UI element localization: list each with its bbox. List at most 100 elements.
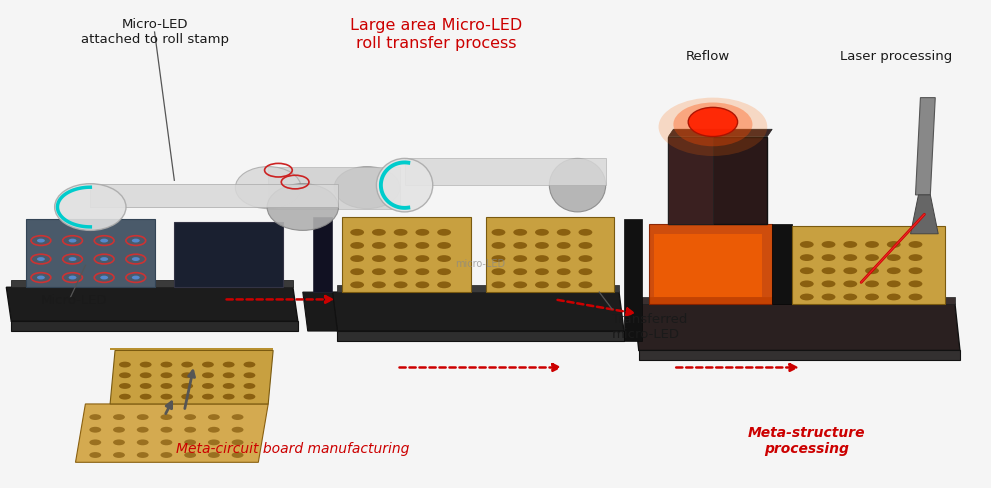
Polygon shape	[916, 99, 936, 196]
Circle shape	[68, 239, 76, 243]
Text: Meta-circuit board manufacturing: Meta-circuit board manufacturing	[176, 441, 409, 455]
Polygon shape	[404, 159, 606, 186]
Text: Transferred
micro-LED: Transferred micro-LED	[612, 312, 688, 340]
Text: Laser processing: Laser processing	[839, 50, 951, 63]
Circle shape	[535, 243, 549, 249]
Polygon shape	[624, 220, 642, 341]
Circle shape	[113, 440, 125, 446]
Polygon shape	[11, 322, 298, 331]
Text: Meta-structure
processing: Meta-structure processing	[748, 425, 865, 455]
Circle shape	[350, 229, 364, 236]
Circle shape	[223, 394, 235, 400]
Circle shape	[113, 414, 125, 420]
Circle shape	[184, 440, 196, 446]
Circle shape	[37, 239, 45, 243]
Circle shape	[223, 372, 235, 378]
Circle shape	[184, 452, 196, 458]
Circle shape	[800, 268, 814, 275]
Circle shape	[223, 383, 235, 389]
Circle shape	[137, 414, 149, 420]
Circle shape	[437, 256, 451, 263]
Circle shape	[557, 256, 571, 263]
Circle shape	[372, 269, 385, 276]
Circle shape	[132, 276, 140, 280]
Circle shape	[119, 372, 131, 378]
Circle shape	[181, 394, 193, 400]
Circle shape	[140, 362, 152, 368]
Polygon shape	[303, 292, 337, 331]
Circle shape	[100, 239, 108, 243]
Circle shape	[244, 394, 256, 400]
Ellipse shape	[55, 184, 126, 231]
Circle shape	[350, 269, 364, 276]
Circle shape	[579, 256, 593, 263]
Circle shape	[822, 255, 835, 262]
Circle shape	[557, 282, 571, 288]
Circle shape	[137, 440, 149, 446]
Circle shape	[244, 383, 256, 389]
Polygon shape	[110, 348, 274, 351]
Circle shape	[579, 282, 593, 288]
Ellipse shape	[377, 159, 433, 212]
Circle shape	[822, 268, 835, 275]
Circle shape	[350, 282, 364, 288]
Circle shape	[202, 383, 214, 389]
Circle shape	[140, 394, 152, 400]
Polygon shape	[6, 287, 298, 322]
Circle shape	[202, 394, 214, 400]
Circle shape	[415, 256, 429, 263]
Polygon shape	[792, 227, 945, 305]
Circle shape	[68, 258, 76, 262]
Circle shape	[579, 269, 593, 276]
Polygon shape	[174, 222, 283, 287]
Circle shape	[161, 452, 172, 458]
Polygon shape	[337, 331, 624, 341]
Circle shape	[579, 229, 593, 236]
Circle shape	[437, 243, 451, 249]
Circle shape	[244, 372, 256, 378]
Circle shape	[113, 427, 125, 433]
Circle shape	[202, 362, 214, 368]
Circle shape	[119, 362, 131, 368]
Circle shape	[800, 242, 814, 248]
Circle shape	[513, 256, 527, 263]
Circle shape	[350, 256, 364, 263]
Circle shape	[437, 269, 451, 276]
Circle shape	[887, 268, 901, 275]
Circle shape	[161, 414, 172, 420]
Circle shape	[393, 256, 407, 263]
Circle shape	[887, 242, 901, 248]
Circle shape	[822, 281, 835, 287]
Circle shape	[865, 242, 879, 248]
Circle shape	[909, 294, 923, 301]
Circle shape	[557, 229, 571, 236]
Circle shape	[822, 242, 835, 248]
Circle shape	[232, 427, 244, 433]
Circle shape	[535, 269, 549, 276]
Ellipse shape	[688, 108, 737, 137]
Circle shape	[865, 268, 879, 275]
Circle shape	[579, 243, 593, 249]
Polygon shape	[313, 217, 332, 292]
Circle shape	[415, 282, 429, 288]
Circle shape	[232, 414, 244, 420]
Circle shape	[843, 242, 857, 248]
Circle shape	[232, 440, 244, 446]
Circle shape	[843, 294, 857, 301]
Circle shape	[137, 452, 149, 458]
Circle shape	[513, 282, 527, 288]
Circle shape	[492, 282, 505, 288]
Circle shape	[437, 229, 451, 236]
Circle shape	[415, 269, 429, 276]
Circle shape	[132, 258, 140, 262]
Circle shape	[350, 243, 364, 249]
Polygon shape	[669, 137, 767, 224]
Circle shape	[843, 268, 857, 275]
Circle shape	[437, 282, 451, 288]
Circle shape	[37, 276, 45, 280]
Text: Micro-LED
attached to roll stamp: Micro-LED attached to roll stamp	[80, 19, 229, 46]
Circle shape	[372, 282, 385, 288]
Circle shape	[535, 282, 549, 288]
Circle shape	[865, 294, 879, 301]
Circle shape	[208, 427, 220, 433]
